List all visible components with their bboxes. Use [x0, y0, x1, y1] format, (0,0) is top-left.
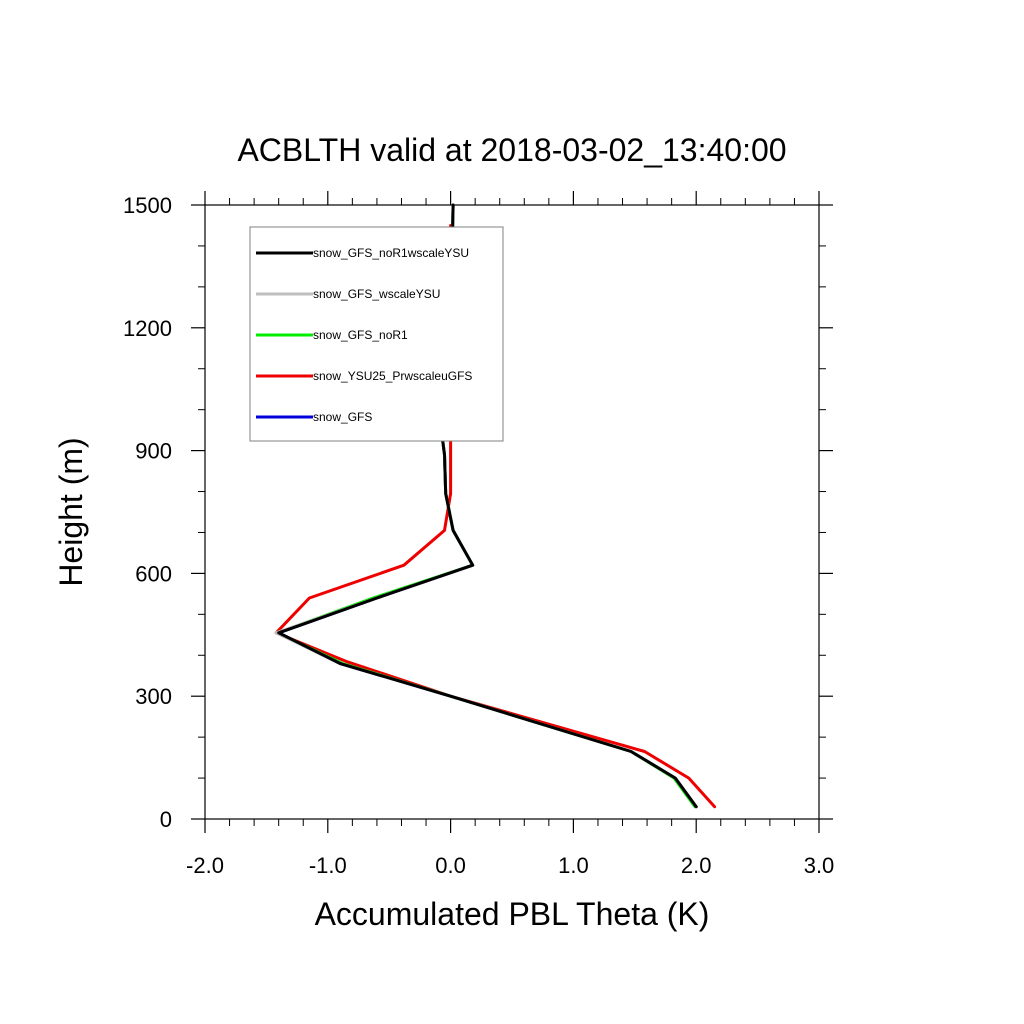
x-tick-label: 1.0	[558, 853, 589, 878]
x-tick-label: -1.0	[309, 853, 347, 878]
plot-frame	[204, 204, 820, 820]
y-axis-title: Height (m)	[53, 437, 89, 586]
x-tick-label: -2.0	[186, 853, 224, 878]
legend: snow_GFS_noR1wscaleYSU snow_GFS_wscaleYSU…	[249, 226, 504, 442]
chart-title: ACBLTH valid at 2018-03-02_13:40:00	[237, 132, 786, 168]
y-tick-label: 0	[160, 807, 172, 832]
legend-label: snow_GFS_noR1	[313, 328, 408, 342]
x-axis-title: Accumulated PBL Theta (K)	[315, 896, 710, 932]
x-tick-label: 3.0	[804, 853, 835, 878]
legend-label: snow_YSU25_PrwscaleuGFS	[313, 369, 472, 383]
y-tick-label: 1200	[123, 316, 172, 341]
minor-ticks	[198, 198, 826, 826]
legend-label: snow_GFS_noR1wscaleYSU	[313, 246, 469, 260]
legend-entries: snow_GFS_noR1wscaleYSU snow_GFS_wscaleYSU…	[256, 246, 472, 424]
legend-label: snow_GFS	[313, 410, 372, 424]
y-tick-labels: 0 300 600 900 1200 1500	[123, 193, 172, 832]
y-tick-label: 600	[135, 561, 172, 586]
y-tick-label: 900	[135, 439, 172, 464]
y-tick-label: 1500	[123, 193, 172, 218]
major-ticks	[191, 191, 833, 833]
x-tick-labels: -2.0 -1.0 0.0 1.0 2.0 3.0	[186, 853, 834, 878]
x-tick-label: 2.0	[681, 853, 712, 878]
x-tick-label: 0.0	[435, 853, 466, 878]
y-tick-label: 300	[135, 684, 172, 709]
legend-label: snow_GFS_wscaleYSU	[313, 287, 440, 301]
